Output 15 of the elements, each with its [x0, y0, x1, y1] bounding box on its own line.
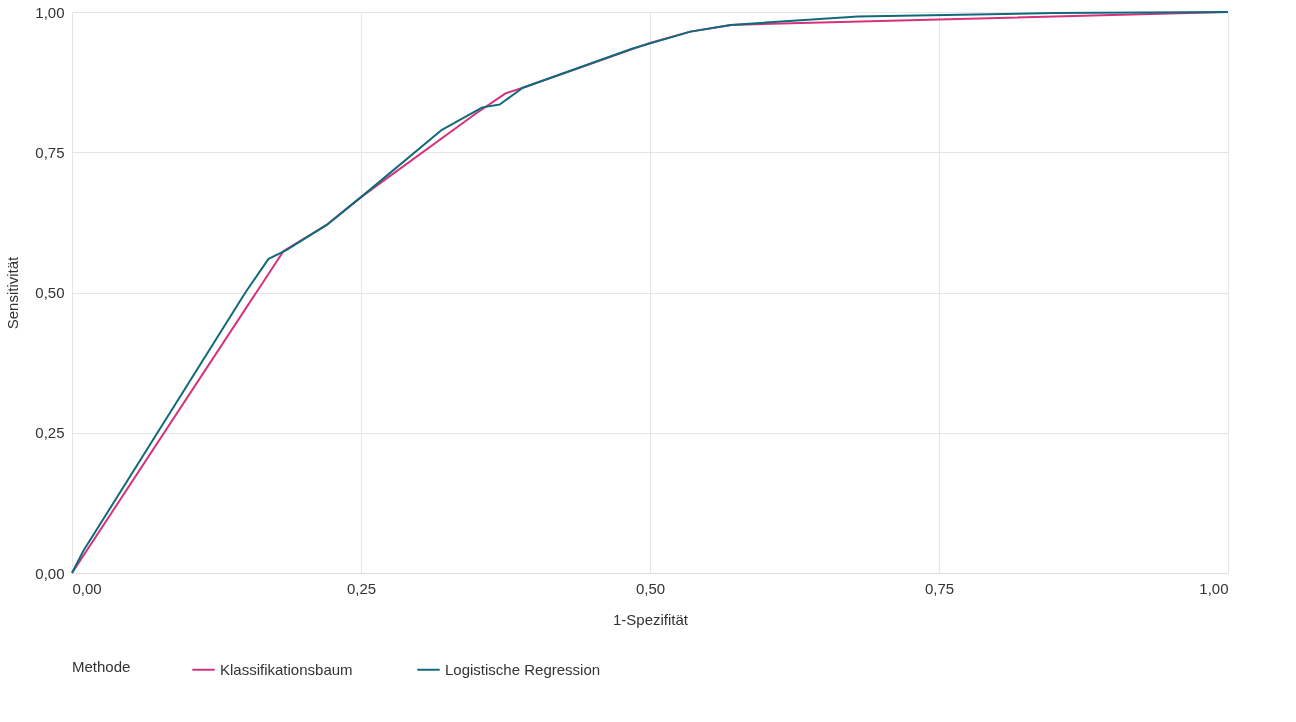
- x-tick-label: 0,00: [72, 579, 102, 597]
- y-tick-label: 0,75: [35, 143, 65, 161]
- x-tick-label: 0,75: [924, 579, 955, 597]
- y-tick-label: 1,00: [35, 3, 65, 21]
- legend-title: Methode: [72, 658, 131, 675]
- x-axis-title: 1-Spezifität: [612, 610, 689, 628]
- x-tick-label: 1,00: [1199, 579, 1229, 597]
- y-axis-title: Sensitivität: [4, 255, 22, 330]
- y-tick-label: 0,50: [35, 284, 65, 301]
- x-tick-label: 0,50: [635, 579, 666, 597]
- x-tick-label: 0,25: [346, 579, 377, 597]
- y-tick-label: 0,25: [35, 424, 65, 442]
- legend-label: Klassifikationsbaum: [220, 660, 353, 678]
- y-tick-label: 0,00: [35, 564, 65, 582]
- legend-label: Logistische Regression: [445, 660, 601, 678]
